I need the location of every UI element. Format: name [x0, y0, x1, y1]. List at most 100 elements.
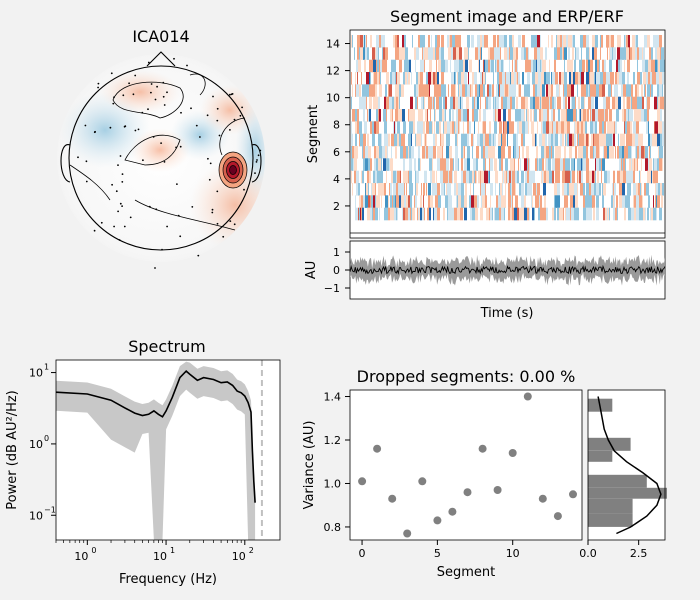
- heatmap-cell: [545, 59, 546, 73]
- heatmap-cell: [527, 170, 529, 184]
- heatmap-cell: [591, 133, 593, 147]
- left-ear-icon: [60, 144, 71, 183]
- heatmap-cell: [489, 207, 490, 221]
- heatmap-cell: [626, 47, 629, 60]
- heatmap-cell: [589, 183, 591, 196]
- heatmap-cell: [546, 158, 548, 171]
- heatmap-cell: [548, 84, 551, 97]
- sensor-dot: [229, 220, 232, 223]
- heatmap-cell: [548, 158, 551, 171]
- heatmap-cell: [408, 109, 409, 122]
- heatmap-cell: [645, 207, 646, 221]
- heatmap-cell: [456, 47, 459, 60]
- heatmap-cell: [430, 146, 433, 159]
- sensor-dot: [229, 93, 231, 96]
- heatmap-cell: [502, 170, 503, 184]
- heatmap-cell: [574, 207, 577, 221]
- heatmap-cell: [659, 207, 662, 221]
- heatmap-cell: [642, 59, 645, 73]
- heatmap-cell: [409, 121, 411, 134]
- sensor-dot: [218, 134, 221, 137]
- heatmap-cell: [403, 158, 405, 171]
- heatmap-cell: [579, 170, 581, 184]
- heatmap-cell: [602, 59, 604, 73]
- heatmap-cell: [579, 109, 580, 122]
- heatmap-cell: [556, 84, 559, 97]
- heatmap-cell: [455, 121, 456, 134]
- heatmap-cell: [355, 146, 358, 159]
- heatmap-cell: [647, 84, 650, 97]
- heatmap-cell: [631, 207, 634, 221]
- heatmap-cell: [474, 72, 477, 85]
- heatmap-cell: [644, 183, 646, 196]
- heatmap-cell: [564, 72, 567, 85]
- heatmap-cell: [657, 84, 659, 97]
- heatmap-cell: [425, 146, 426, 159]
- heatmap-cell: [657, 59, 658, 73]
- heatmap-cell: [527, 109, 529, 122]
- sensor-dot: [109, 126, 112, 129]
- heatmap-cell: [567, 84, 570, 97]
- segment-image-title: Segment image and ERP/ERF: [390, 7, 624, 26]
- heatmap-cell: [595, 35, 598, 48]
- heatmap-cell: [396, 183, 398, 196]
- heatmap-cell: [532, 72, 535, 85]
- heatmap-cell: [641, 109, 643, 122]
- sensor-dot: [137, 128, 140, 131]
- heatmap-cell: [415, 170, 416, 184]
- heatmap-cell: [651, 207, 653, 221]
- heatmap-cell: [647, 170, 649, 184]
- heatmap-cell: [592, 195, 595, 208]
- heatmap-cell: [528, 121, 529, 134]
- heatmap-cell: [509, 59, 510, 73]
- heatmap-cell: [511, 158, 514, 171]
- heatmap-cell: [433, 96, 434, 110]
- heatmap-cell: [540, 59, 541, 73]
- heatmap-cell: [395, 84, 396, 97]
- heatmap-cell: [402, 133, 405, 147]
- heatmap-cell: [400, 109, 402, 122]
- heatmap-cell: [575, 59, 576, 73]
- variance-point: [463, 488, 472, 497]
- heatmap-cell: [612, 121, 614, 134]
- heatmap-cell: [368, 109, 369, 122]
- heatmap-cell: [360, 207, 361, 221]
- heatmap-cell: [445, 195, 448, 208]
- heatmap-cell: [539, 195, 540, 208]
- heatmap-cell: [386, 158, 389, 171]
- heatmap-cell: [484, 146, 485, 159]
- heatmap-cell: [584, 133, 586, 147]
- heatmap-cell: [588, 133, 589, 147]
- heatmap-cell: [554, 183, 557, 196]
- heatmap-cell: [524, 158, 527, 171]
- segment-ytick: 2: [333, 200, 340, 213]
- heatmap-cell: [535, 47, 537, 60]
- heatmap-cell: [479, 109, 481, 122]
- heatmap-cell: [551, 84, 553, 97]
- heatmap-cell: [661, 121, 662, 134]
- heatmap-cell: [526, 109, 527, 122]
- heatmap-cell: [501, 146, 503, 159]
- heatmap-cell: [552, 207, 554, 221]
- heatmap-cell: [611, 109, 612, 122]
- heatmap-cell: [447, 121, 448, 134]
- heatmap-cell: [573, 109, 576, 122]
- heatmap-cell: [449, 146, 452, 159]
- heatmap-cell: [490, 158, 493, 171]
- heatmap-cell: [583, 109, 586, 122]
- heatmap-cell: [590, 59, 593, 73]
- heatmap-cell: [624, 121, 625, 134]
- heatmap-cell: [659, 146, 660, 159]
- heatmap-cell: [634, 207, 636, 221]
- heatmap-cell: [660, 133, 662, 147]
- heatmap-cell: [485, 146, 488, 159]
- heatmap-cell: [464, 47, 466, 60]
- heatmap-cell: [356, 84, 359, 97]
- heatmap-cell: [615, 121, 617, 134]
- heatmap-cell: [414, 195, 415, 208]
- heatmap-cell: [581, 59, 582, 73]
- heatmap-cell: [370, 72, 371, 85]
- heatmap-cell: [657, 195, 660, 208]
- heatmap-cell: [485, 72, 486, 85]
- heatmap-cell: [597, 158, 599, 171]
